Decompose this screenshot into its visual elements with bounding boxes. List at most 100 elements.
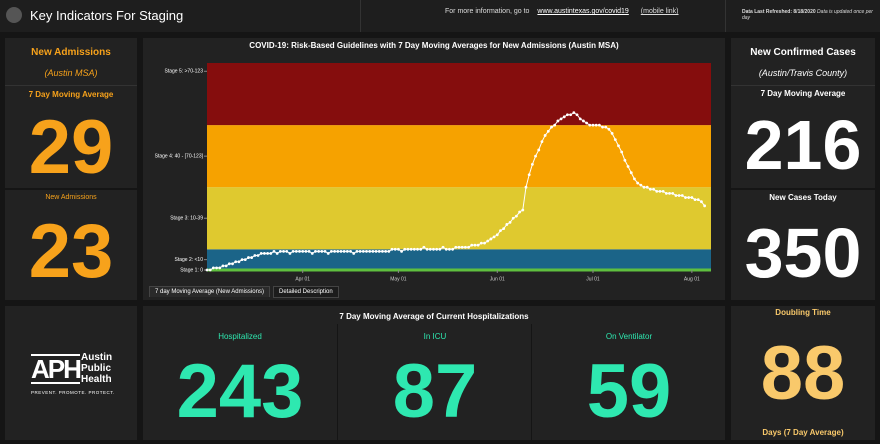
point	[259, 252, 263, 255]
info-text: For more information, go to	[445, 8, 530, 15]
point	[381, 249, 384, 253]
point	[384, 249, 388, 253]
point	[416, 247, 419, 251]
point	[566, 113, 569, 117]
point	[674, 194, 678, 197]
point	[345, 249, 349, 253]
point	[441, 245, 445, 249]
point	[253, 254, 257, 257]
chart: COVID-19: Risk-Based Guidelines with 7 D…	[155, 41, 711, 282]
divider	[360, 0, 361, 32]
header-title: Key Indicators For Staging	[30, 8, 184, 23]
point	[661, 189, 665, 193]
point	[266, 252, 270, 255]
point	[301, 249, 305, 253]
region: (Austin/Travis County)	[758, 68, 848, 78]
stage-band	[207, 249, 711, 270]
point	[511, 216, 515, 220]
point	[435, 247, 439, 251]
today-value: 23	[28, 209, 114, 294]
point	[339, 249, 343, 253]
point	[432, 247, 435, 251]
admissions-panel: New Admissions (Austin MSA) 7 Day Moving…	[5, 38, 137, 300]
divider	[731, 188, 875, 190]
point	[269, 252, 273, 255]
point	[652, 187, 655, 191]
point	[543, 134, 547, 137]
point	[680, 194, 684, 197]
point	[515, 214, 518, 218]
point	[559, 117, 563, 121]
point	[412, 247, 416, 251]
point	[361, 249, 365, 253]
point	[690, 196, 694, 199]
point	[374, 249, 378, 253]
y-tick-label: Stage 4: 40 - [70-123]	[155, 153, 204, 159]
logo-name: Austin Public Health	[81, 352, 112, 385]
point	[387, 249, 391, 253]
point	[518, 210, 522, 214]
point	[336, 249, 340, 253]
tagline: PREVENT. PROMOTE. PROTECT.	[31, 390, 115, 395]
point	[250, 256, 254, 259]
point	[326, 252, 330, 255]
point	[591, 123, 595, 127]
point	[623, 158, 627, 162]
tab[interactable]: 7 day Moving Average (New Admissions)	[149, 286, 270, 297]
point	[476, 243, 480, 247]
point	[393, 247, 397, 251]
tab[interactable]: Detailed Description	[273, 286, 339, 298]
hosp-value: 59	[586, 349, 672, 434]
y-tick-label: Stage 2: <10	[175, 257, 204, 263]
x-tick-label: Jun 01	[490, 276, 505, 282]
y-tick-label: Stage 1: 0	[180, 267, 203, 273]
x-tick-label: Apr 01	[295, 276, 310, 282]
point	[320, 249, 324, 253]
point	[610, 131, 614, 135]
point	[454, 245, 458, 249]
point	[502, 227, 506, 231]
point	[489, 237, 493, 241]
point	[499, 229, 502, 233]
point	[275, 252, 279, 255]
mobile-link[interactable]: (mobile link)	[640, 8, 679, 15]
point	[613, 138, 617, 141]
point	[288, 252, 292, 255]
point	[285, 249, 289, 253]
point	[553, 123, 557, 127]
point	[368, 249, 372, 253]
today-label: New Cases Today	[769, 193, 837, 202]
point	[218, 266, 222, 270]
logo-word: Public	[81, 363, 112, 374]
point	[687, 196, 691, 199]
hosp-label: On Ventilator	[605, 332, 653, 341]
logo-word: Health	[81, 374, 112, 385]
point	[365, 249, 368, 253]
point	[594, 123, 598, 127]
point	[247, 256, 250, 259]
point	[278, 249, 282, 253]
point	[540, 140, 544, 144]
point	[693, 198, 697, 202]
link[interactable]: www.austintexas.gov/covid19	[537, 8, 629, 15]
point	[243, 258, 247, 262]
point	[460, 245, 464, 249]
point	[304, 249, 308, 253]
point	[323, 249, 327, 253]
hosp-column: On Ventilator 59	[531, 324, 726, 440]
point	[330, 249, 333, 253]
point	[546, 129, 550, 133]
hosp-panel: 7 Day Moving Average of Current Hospital…	[143, 306, 725, 440]
point	[636, 181, 640, 185]
point	[658, 189, 662, 193]
point	[534, 154, 537, 158]
point	[677, 194, 681, 197]
panel-title: New Admissions	[31, 47, 111, 58]
point	[578, 117, 582, 121]
stage-band	[207, 63, 711, 126]
x-tick-label: Aug 01	[684, 276, 700, 282]
point	[703, 204, 707, 208]
point	[400, 249, 403, 253]
refreshed: Data Last Refreshed: 8/18/2020	[742, 9, 816, 15]
